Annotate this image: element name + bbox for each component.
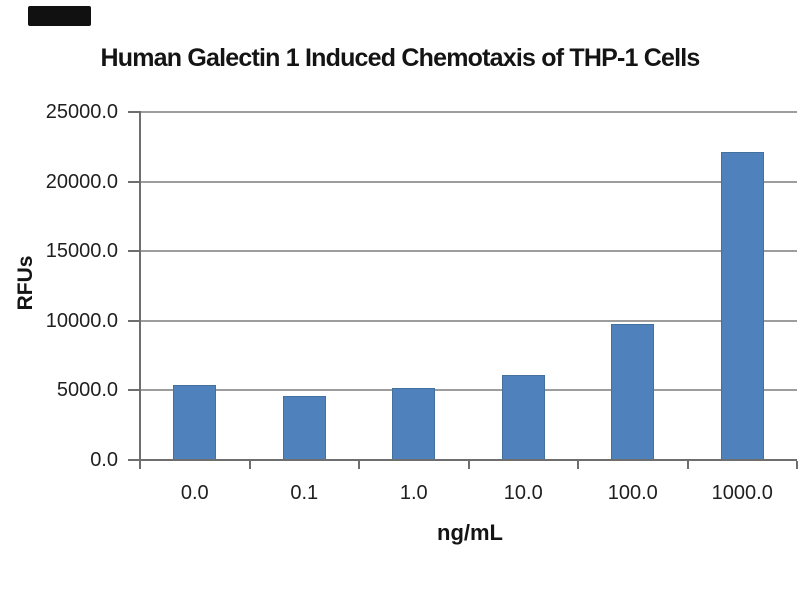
- y-tick-label: 5000.0: [56, 379, 118, 402]
- gridline: [140, 250, 797, 253]
- gridline: [140, 111, 797, 113]
- y-tick-label: 20000.0: [45, 170, 118, 193]
- bar: [720, 152, 764, 460]
- x-tick-label: 0.1: [290, 482, 319, 504]
- bar: [611, 323, 655, 460]
- chart-title: Human Galectin 1 Induced Chemotaxis of T…: [100, 44, 700, 72]
- y-tick-label: 0.0: [90, 449, 118, 471]
- y-tick-label: 15000.0: [45, 240, 118, 263]
- bar: [173, 384, 217, 460]
- x-tick: [686, 461, 689, 469]
- x-tick: [796, 461, 798, 469]
- bar: [392, 387, 436, 460]
- x-tick: [358, 461, 360, 469]
- y-tick: [128, 180, 141, 183]
- x-tick: [139, 461, 141, 469]
- y-tick-label: 10000.0: [45, 309, 118, 332]
- x-tick-label: 1.0: [399, 482, 428, 504]
- x-tick: [248, 461, 251, 469]
- gridline: [140, 319, 797, 322]
- bar: [282, 395, 326, 460]
- x-tick: [467, 461, 470, 469]
- y-tick: [128, 250, 141, 253]
- bar: [501, 375, 545, 460]
- x-tick-label: 10.0: [503, 482, 543, 504]
- x-tick-label: 1000.0: [711, 482, 773, 504]
- y-tick: [128, 111, 141, 113]
- gridline: [140, 389, 797, 392]
- corner-badge: [28, 6, 91, 26]
- x-tick: [577, 461, 579, 469]
- y-tick: [128, 319, 141, 322]
- x-axis-line: [128, 459, 797, 461]
- x-tick-label: 100.0: [607, 482, 658, 504]
- x-axis-title: ng/mL: [437, 520, 503, 545]
- x-tick-label: 0.0: [180, 482, 209, 504]
- y-tick: [128, 389, 141, 392]
- gridline: [140, 180, 797, 183]
- y-axis-line: [139, 112, 141, 462]
- y-tick-label: 25000.0: [45, 101, 118, 123]
